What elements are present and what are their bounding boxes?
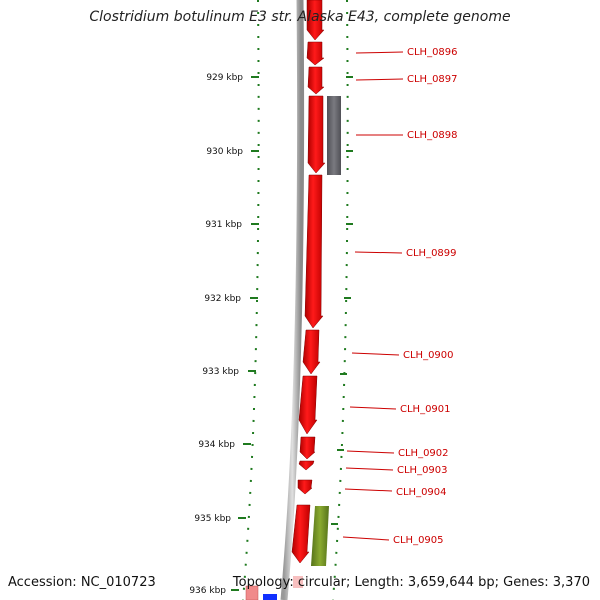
gene-arrow-clh-0899[interactable] [304, 174, 324, 329]
gene-arrow-clh-0895[interactable] [306, 0, 325, 41]
leader-line [355, 78, 404, 81]
gene-label[interactable]: CLH_0898 [407, 130, 458, 141]
topology-text: Topology: circular; Length: 3,659,644 bp… [232, 575, 590, 590]
leader-line [351, 352, 400, 356]
leader-line [354, 251, 403, 254]
feature-pink-2[interactable] [293, 576, 303, 588]
label-leaders [342, 51, 404, 541]
tick-label: 934 kbp [198, 440, 235, 450]
leader-line [355, 51, 404, 54]
gene-arrow-clh-0900[interactable] [302, 329, 321, 375]
accession-text: Accession: NC_010723 [8, 575, 156, 590]
scale-arc-outer [332, 0, 349, 600]
leader-line [342, 536, 390, 541]
tick-label: 933 kbp [202, 367, 239, 377]
feature-blue[interactable] [263, 594, 277, 600]
gene-label[interactable]: CLH_0901 [400, 404, 451, 415]
gene-label[interactable]: CLH_0896 [407, 47, 458, 58]
gene-label[interactable]: CLH_0903 [397, 465, 448, 476]
gene-arrow-clh-0904[interactable] [297, 479, 313, 495]
tick-label: 936 kbp [189, 586, 226, 596]
gene-arrow-clh-0896[interactable] [306, 41, 325, 66]
tick-label: 929 kbp [206, 73, 243, 83]
scale-arc-inner [242, 0, 260, 600]
gene-arrow-clh-0903[interactable] [298, 460, 315, 471]
gene-label[interactable]: CLH_0897 [407, 74, 458, 85]
feature-olive[interactable] [311, 506, 329, 566]
scale-ticks [231, 76, 353, 591]
genome-backbone [280, 0, 305, 600]
leader-line [349, 406, 397, 410]
map-title: Clostridium botulinum E3 str. Alaska E43… [89, 9, 511, 25]
gene-label[interactable]: CLH_0905 [393, 535, 444, 546]
gene-arrow-clh-0898[interactable] [307, 95, 326, 174]
gene-label[interactable]: CLH_0899 [406, 248, 457, 259]
gene-track-forward [291, 0, 326, 564]
gene-arrow-clh-0905[interactable] [291, 504, 311, 564]
gene-label[interactable]: CLH_0902 [398, 448, 449, 459]
tick-label: 932 kbp [204, 294, 241, 304]
leader-line [346, 450, 395, 454]
tick-label: 931 kbp [205, 220, 242, 230]
gene-arrow-clh-0897[interactable] [307, 66, 325, 95]
feature-pink[interactable] [245, 585, 259, 600]
gene-label[interactable]: CLH_0904 [396, 487, 447, 498]
gene-arrow-clh-0901[interactable] [298, 375, 318, 435]
feature-gray[interactable] [327, 96, 341, 175]
tick-label: 930 kbp [206, 147, 243, 157]
gene-arrow-clh-0902[interactable] [299, 436, 316, 460]
leader-line [344, 488, 393, 492]
gene-label[interactable]: CLH_0900 [403, 350, 454, 361]
tick-label: 935 kbp [194, 514, 231, 524]
leader-line [345, 467, 394, 471]
